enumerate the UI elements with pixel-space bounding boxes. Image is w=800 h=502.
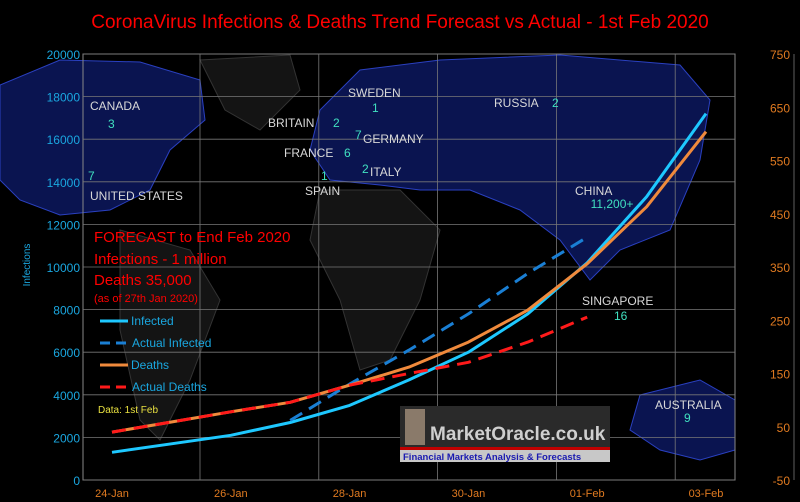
country-name: BRITAIN — [268, 116, 314, 130]
series-line-infected — [111, 112, 708, 454]
country-name: CANADA — [90, 99, 140, 113]
y-axis-label: Infections — [22, 244, 33, 287]
series — [111, 112, 708, 454]
y2-tick-label: 250 — [770, 314, 790, 328]
country-name: SPAIN — [305, 184, 340, 198]
country-count: 2 — [333, 116, 340, 130]
series-line-actual-deaths — [111, 315, 588, 434]
forecast-annotation: FORECAST to End Feb 2020 Infections - 1 … — [94, 229, 291, 305]
country-name: SWEDEN — [348, 86, 401, 100]
y-tick-label: 14000 — [47, 176, 81, 190]
y-tick-label: 16000 — [47, 133, 81, 147]
y-tick-label: 8000 — [53, 304, 80, 318]
y2-tick-label: -50 — [773, 474, 791, 488]
forecast-line-3: Deaths 35,000 — [94, 272, 192, 289]
y2-tick-label: 350 — [770, 261, 790, 275]
x-tick-label: 28-Jan — [333, 488, 367, 500]
y-tick-label: 6000 — [53, 346, 80, 360]
country-name: UNITED STATES — [90, 189, 183, 203]
y2-tick-label: 50 — [777, 421, 791, 435]
y-tick-label: 0 — [73, 474, 80, 488]
legend-label: Infected — [131, 314, 174, 328]
y2-tick-label: 450 — [770, 208, 790, 222]
x-tick-label: 01-Feb — [570, 488, 605, 500]
y2-tick-label: 550 — [770, 155, 790, 169]
legend-label: Deaths — [131, 358, 169, 372]
map-africa — [309, 189, 441, 371]
country-count: 2 — [552, 96, 559, 110]
country-name: SINGAPORE — [582, 294, 653, 308]
forecast-line-1: FORECAST to End Feb 2020 — [94, 229, 291, 246]
country-count: 3 — [108, 117, 115, 131]
legend: Infected Actual Infected Deaths Actual Deat… — [100, 314, 211, 394]
y-tick-label: 12000 — [47, 218, 81, 232]
legend-label: Actual Deaths — [132, 380, 207, 394]
map-australia — [629, 379, 736, 461]
country-count: 6 — [344, 146, 351, 160]
country-count: 1 — [372, 101, 379, 115]
x-tick-label: 30-Jan — [452, 488, 486, 500]
y2-tick-label: 750 — [770, 48, 790, 62]
y-tick-label: 4000 — [53, 389, 80, 403]
y-tick-label: 20000 — [47, 48, 81, 62]
y-tick-label: 18000 — [47, 91, 81, 105]
country-count: 9 — [684, 411, 691, 425]
logo-name: MarketOracle.co.uk — [430, 424, 606, 445]
forecast-line-4: (as of 27th Jan 2020) — [94, 293, 198, 305]
forecast-line-2: Infections - 1 million — [94, 251, 227, 268]
country-count: 16 — [614, 309, 628, 323]
x-tick-label: 03-Feb — [689, 488, 724, 500]
data-note: Data: 1st Feb — [98, 405, 158, 416]
country-count: 2 — [362, 162, 369, 176]
map-eurasia — [309, 54, 711, 281]
country-name: GERMANY — [363, 132, 424, 146]
country-name: RUSSIA — [494, 96, 539, 110]
logo-tagline: Financial Markets Analysis & Forecasts — [403, 452, 581, 463]
y-tick-label: 2000 — [53, 431, 80, 445]
chart-title: CoronaVirus Infections & Deaths Trend Fo… — [91, 12, 708, 33]
x-tick-label: 24-Jan — [95, 488, 129, 500]
map-greenland — [199, 54, 301, 131]
country-name: FRANCE — [284, 146, 333, 160]
x-tick-label: 26-Jan — [214, 488, 248, 500]
market-oracle-logo: MarketOracle.co.uk Financial Markets Ana… — [400, 406, 610, 463]
map-north-america — [0, 59, 206, 216]
country-name: ITALY — [370, 165, 402, 179]
country-count: 1 — [321, 169, 328, 183]
series-line-actual-infected — [289, 235, 588, 422]
country-count: 11,200+ — [591, 197, 634, 211]
country-count: 7 — [355, 128, 362, 142]
y2-tick-label: 650 — [770, 101, 790, 115]
y2-tick-label: 150 — [770, 368, 790, 382]
axes: 0 2000 4000 6000 8000 10000 12000 14000 16000 180… — [47, 48, 791, 500]
legend-label: Actual Infected — [132, 336, 211, 350]
map-south-america — [119, 229, 221, 441]
country-name: CHINA — [575, 184, 612, 198]
statue-icon — [405, 409, 425, 445]
country-name: AUSTRALIA — [655, 398, 722, 412]
country-count: 7 — [88, 169, 95, 183]
y-tick-label: 10000 — [47, 261, 81, 275]
world-map-background — [0, 54, 736, 461]
